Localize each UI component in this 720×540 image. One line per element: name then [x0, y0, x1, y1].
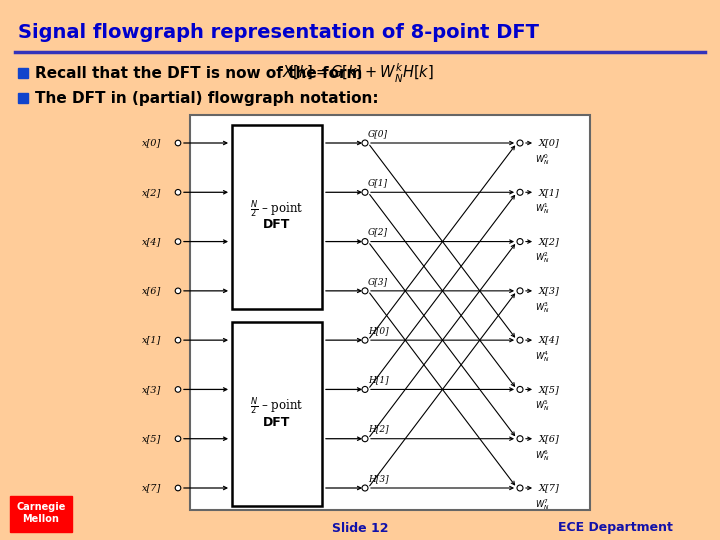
Text: Carnegie
Mellon: Carnegie Mellon: [17, 502, 66, 524]
Text: x[6]: x[6]: [142, 286, 161, 295]
Bar: [232, 322, 322, 506]
Circle shape: [517, 140, 523, 146]
Text: Recall that the DFT is now of the form: Recall that the DFT is now of the form: [35, 65, 362, 80]
Text: G[3]: G[3]: [368, 277, 388, 286]
Circle shape: [362, 239, 368, 245]
Bar: [18, 93, 28, 103]
Circle shape: [517, 239, 523, 245]
Circle shape: [175, 239, 181, 245]
Bar: [190, 115, 590, 510]
Circle shape: [362, 485, 368, 491]
Text: $\frac{N}{2}$ – point: $\frac{N}{2}$ – point: [251, 198, 304, 220]
Text: $W_N^{7}$: $W_N^{7}$: [535, 497, 549, 512]
Circle shape: [517, 288, 523, 294]
Bar: [232, 125, 322, 309]
Text: X[0]: X[0]: [539, 138, 559, 147]
Circle shape: [175, 436, 181, 442]
Circle shape: [362, 190, 368, 195]
Text: The DFT in (partial) flowgraph notation:: The DFT in (partial) flowgraph notation:: [35, 91, 379, 105]
Bar: [18, 68, 28, 78]
Circle shape: [175, 190, 181, 195]
Text: ECE Department: ECE Department: [557, 522, 672, 535]
Text: x[2]: x[2]: [142, 188, 161, 197]
Circle shape: [175, 387, 181, 392]
Circle shape: [517, 485, 523, 491]
Text: $\frac{N}{2}$ – point: $\frac{N}{2}$ – point: [251, 395, 304, 417]
Text: DFT: DFT: [264, 416, 291, 429]
Text: $W_N^{3}$: $W_N^{3}$: [535, 300, 549, 315]
Text: x[0]: x[0]: [142, 138, 161, 147]
Text: $W_N^{5}$: $W_N^{5}$: [535, 399, 549, 413]
Circle shape: [362, 436, 368, 442]
Text: X[6]: X[6]: [539, 434, 559, 443]
Text: H[3]: H[3]: [368, 474, 389, 483]
Text: $W_N^{1}$: $W_N^{1}$: [535, 201, 549, 216]
Text: x[5]: x[5]: [142, 434, 161, 443]
Text: x[1]: x[1]: [142, 336, 161, 345]
Circle shape: [362, 288, 368, 294]
Text: x[4]: x[4]: [142, 237, 161, 246]
Circle shape: [517, 190, 523, 195]
Circle shape: [175, 288, 181, 294]
Circle shape: [362, 140, 368, 146]
Circle shape: [517, 436, 523, 442]
Text: $W_N^{6}$: $W_N^{6}$: [535, 448, 549, 463]
Circle shape: [517, 387, 523, 393]
Text: $W_N^{0}$: $W_N^{0}$: [535, 152, 549, 167]
Text: $W_N^{2}$: $W_N^{2}$: [535, 251, 549, 266]
Text: X[7]: X[7]: [539, 483, 559, 492]
Text: X[2]: X[2]: [539, 237, 559, 246]
Circle shape: [362, 337, 368, 343]
Text: X[4]: X[4]: [539, 336, 559, 345]
Text: x[7]: x[7]: [142, 483, 161, 492]
Text: DFT: DFT: [264, 218, 291, 232]
Bar: [10, 496, 72, 532]
Text: H[0]: H[0]: [368, 326, 389, 335]
Circle shape: [175, 140, 181, 146]
Text: X[1]: X[1]: [539, 188, 559, 197]
Circle shape: [175, 485, 181, 491]
Text: G[0]: G[0]: [368, 129, 388, 138]
Text: $W_N^{4}$: $W_N^{4}$: [535, 349, 549, 364]
Text: x[3]: x[3]: [142, 385, 161, 394]
Text: H[2]: H[2]: [368, 425, 389, 434]
Circle shape: [517, 337, 523, 343]
Text: $X[k] = G[k] + W_N^k H[k]$: $X[k] = G[k] + W_N^k H[k]$: [282, 62, 434, 85]
Circle shape: [175, 338, 181, 343]
Text: H[1]: H[1]: [368, 375, 389, 384]
Text: X[5]: X[5]: [539, 385, 559, 394]
Text: G[2]: G[2]: [368, 227, 388, 237]
Text: Signal flowgraph representation of 8-point DFT: Signal flowgraph representation of 8-poi…: [18, 23, 539, 42]
Text: G[1]: G[1]: [368, 178, 388, 187]
Text: X[3]: X[3]: [539, 286, 559, 295]
Circle shape: [362, 387, 368, 393]
Text: Slide 12: Slide 12: [332, 522, 388, 535]
